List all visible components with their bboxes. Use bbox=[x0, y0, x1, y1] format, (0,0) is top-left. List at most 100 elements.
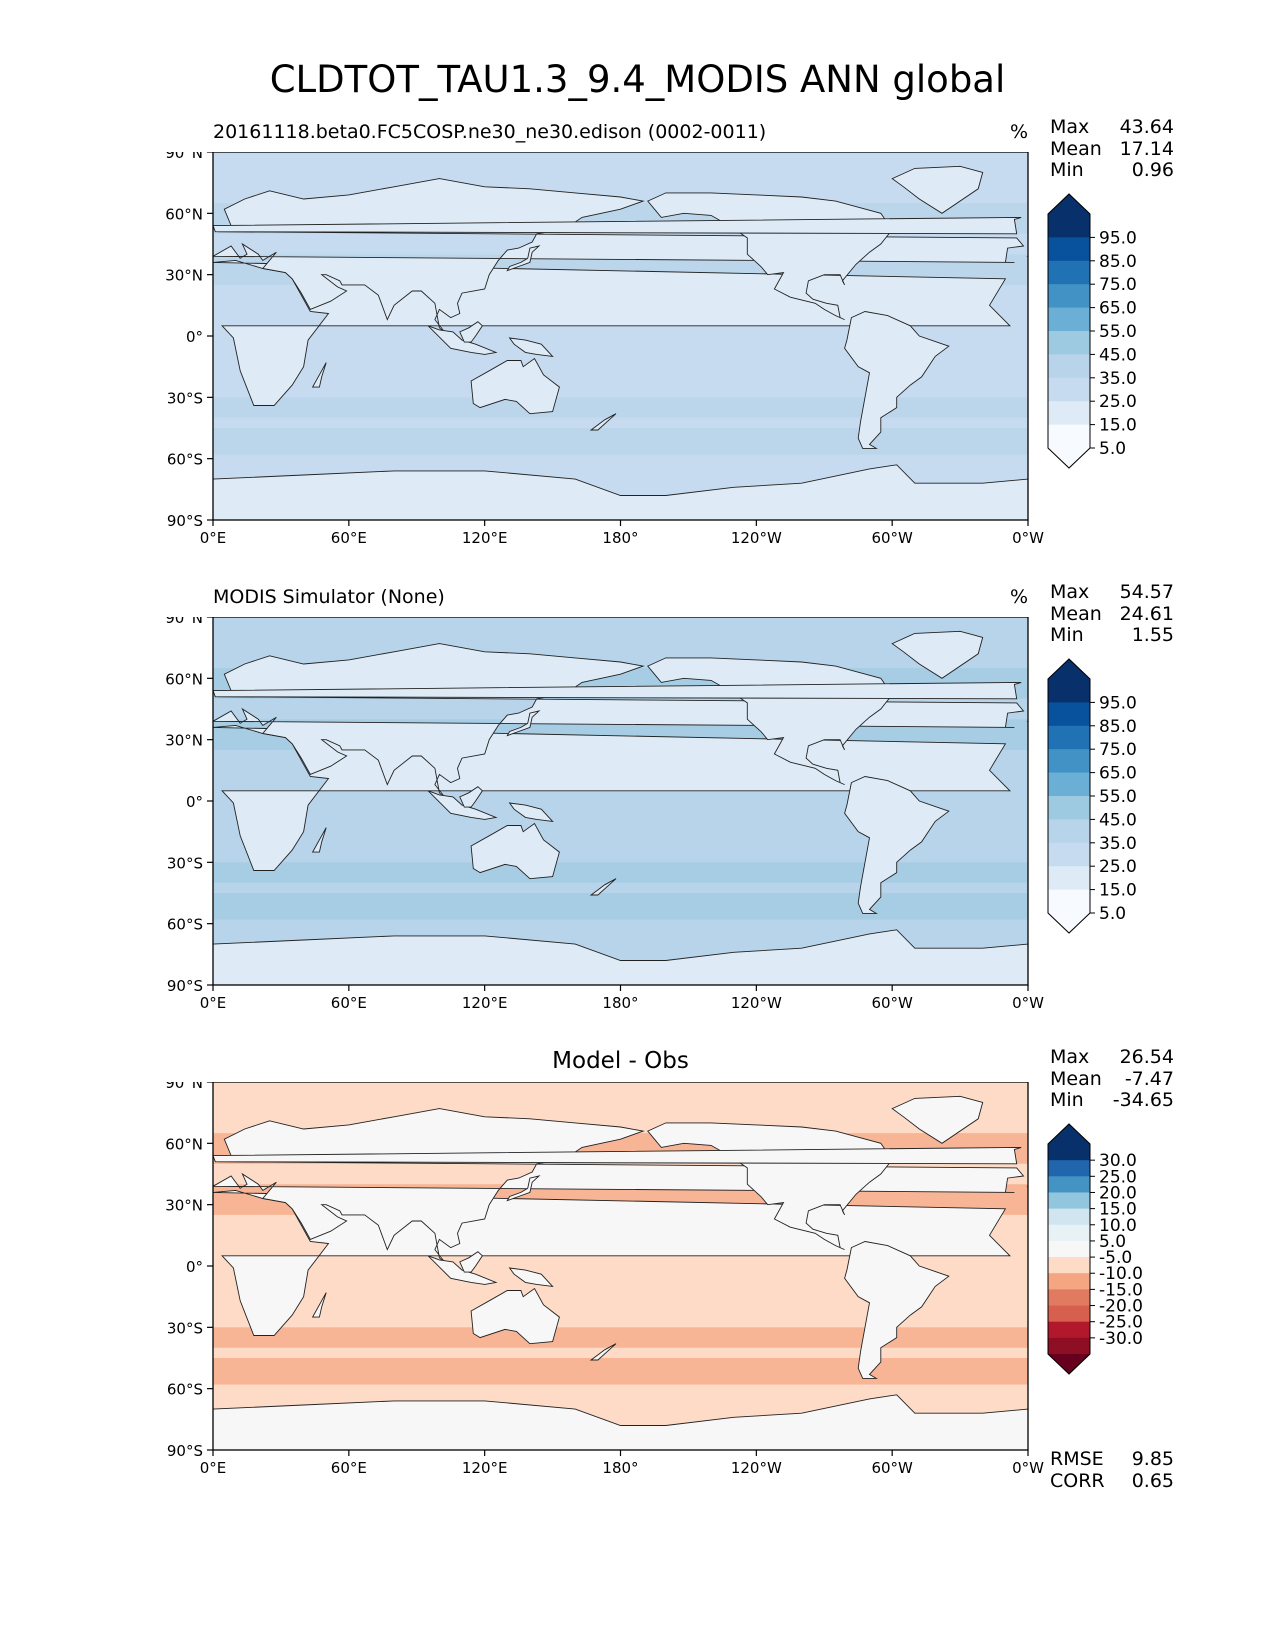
colorbar-segment bbox=[1048, 354, 1090, 379]
lon-tick-label: 60°E bbox=[331, 1459, 367, 1477]
colorbar-segment bbox=[1048, 1321, 1090, 1339]
colorbar-segment bbox=[1048, 260, 1090, 285]
coastline-british-isles bbox=[213, 681, 1022, 700]
units-label: % bbox=[1010, 121, 1029, 143]
coastline-greenland bbox=[891, 165, 984, 214]
colorbar-tick-label: 15.0 bbox=[1099, 416, 1137, 436]
colorbar-tick-label: 5.0 bbox=[1099, 439, 1126, 459]
colorbar-tick-label: -15.0 bbox=[1099, 1280, 1143, 1300]
coastline-greenland bbox=[891, 630, 984, 679]
lat-tick-label: 30°N bbox=[165, 267, 203, 285]
lat-tick-label: 90°S bbox=[167, 1442, 203, 1460]
coastline-indonesia bbox=[427, 325, 498, 355]
panel-title: Model - Obs bbox=[552, 1048, 689, 1074]
coastline-new-zealand bbox=[589, 413, 617, 431]
coastline-british-isles bbox=[213, 216, 1022, 235]
colorbar-segment bbox=[1048, 284, 1090, 309]
lon-tick-label: 0°E bbox=[200, 529, 227, 547]
lat-tick-label: 0° bbox=[186, 328, 203, 346]
field-band bbox=[213, 1327, 1028, 1348]
colorbar-segment bbox=[1048, 772, 1090, 797]
coastline-borneo bbox=[459, 786, 483, 808]
coastline-indonesia-wrap bbox=[1243, 1256, 1275, 1285]
colorbar-tick-label: 5.0 bbox=[1099, 1232, 1126, 1252]
stat-value: 24.61 bbox=[1119, 602, 1174, 625]
colorbar-tick-label: 65.0 bbox=[1099, 299, 1137, 319]
map-plot: 90°N 60°N 30°N 0° 30°S 60°S 90°S0°E 60°E 120°E 18… bbox=[165, 1082, 1275, 1477]
stat-value: 17.14 bbox=[1119, 137, 1174, 160]
lon-tick-label: 0°E bbox=[200, 1459, 227, 1477]
colorbar: 95.0 85.0 75.0 65.0 55.0 45.0 35.0 25.0 15.0 5.0 bbox=[1047, 193, 1137, 469]
colorbar-tick-label: 25.0 bbox=[1099, 392, 1137, 412]
coastline-indonesia-wrap bbox=[1243, 326, 1275, 355]
lon-tick-label: 60°W bbox=[871, 529, 913, 547]
colorbar-tick-label: 10.0 bbox=[1099, 1216, 1137, 1236]
colorbar-extend-top bbox=[1048, 1124, 1090, 1144]
field-band bbox=[213, 428, 1028, 455]
lon-tick-label: 120°E bbox=[462, 529, 508, 547]
lat-tick-label: 60°N bbox=[165, 205, 203, 223]
lon-tick-label: 60°E bbox=[331, 994, 367, 1012]
coastline-madagascar bbox=[311, 827, 327, 853]
coastline-australia bbox=[470, 357, 560, 415]
lon-tick-label: 0°E bbox=[200, 994, 227, 1012]
coastline-south-america bbox=[844, 311, 950, 449]
coastline-south-america bbox=[844, 1241, 950, 1379]
colorbar-tick-label: -25.0 bbox=[1099, 1313, 1143, 1333]
colorbar-tick-label: 15.0 bbox=[1099, 1200, 1137, 1220]
colorbar-segment bbox=[1048, 1289, 1090, 1307]
coastline-indonesia bbox=[427, 1255, 498, 1285]
coastline-south-america bbox=[844, 776, 950, 914]
colorbar-segment bbox=[1048, 889, 1090, 914]
lat-tick-label: 30°S bbox=[167, 389, 203, 407]
colorbar-tick-label: 45.0 bbox=[1099, 345, 1137, 365]
colorbar-tick-label: 25.0 bbox=[1099, 1167, 1137, 1187]
coastline-japan bbox=[506, 710, 541, 737]
field-band bbox=[213, 862, 1028, 883]
lon-tick-label: 180° bbox=[602, 994, 638, 1012]
coastline-indonesia-wrap bbox=[1243, 791, 1275, 820]
colorbar-extend-top bbox=[1048, 659, 1090, 679]
stat-value: 26.54 bbox=[1119, 1046, 1174, 1068]
colorbar-segment bbox=[1048, 1240, 1090, 1258]
coastline-borneo bbox=[459, 321, 483, 343]
lon-tick-label: 60°E bbox=[331, 529, 367, 547]
lon-tick-label: 60°W bbox=[871, 994, 913, 1012]
field-band bbox=[213, 893, 1028, 920]
colorbar-tick-label: -5.0 bbox=[1099, 1248, 1132, 1268]
stat-label: Min bbox=[1050, 1089, 1084, 1111]
colorbar-segment bbox=[1048, 424, 1090, 449]
stat-value: 1.55 bbox=[1131, 624, 1174, 646]
coastline-indonesia bbox=[427, 790, 498, 820]
colorbar-tick-label: -20.0 bbox=[1099, 1297, 1143, 1317]
lat-tick-label: 60°S bbox=[167, 1381, 203, 1399]
colorbar-segment bbox=[1048, 1273, 1090, 1290]
stat-value: -34.65 bbox=[1112, 1089, 1174, 1111]
colorbar-tick-label: 15.0 bbox=[1099, 881, 1137, 901]
colorbar-extend-bottom bbox=[1048, 913, 1090, 933]
coastline-antarctica bbox=[213, 1394, 1028, 1450]
lon-tick-label: 120°W bbox=[731, 1459, 782, 1477]
colorbar-tick-label: 75.0 bbox=[1099, 275, 1137, 295]
stat-label: Mean bbox=[1050, 1067, 1102, 1090]
footer-stat-label: RMSE bbox=[1050, 1448, 1104, 1470]
coastline-antarctica bbox=[213, 929, 1028, 985]
lat-tick-label: 30°N bbox=[165, 732, 203, 750]
footer-stat-value: 9.85 bbox=[1131, 1448, 1174, 1470]
colorbar-segment bbox=[1048, 749, 1090, 774]
coastline-new-guinea bbox=[508, 337, 554, 358]
lat-tick-label: 60°N bbox=[165, 670, 203, 688]
lat-tick-label: 90°N bbox=[165, 617, 203, 627]
colorbar-tick-label: 85.0 bbox=[1099, 717, 1137, 737]
field-band bbox=[213, 397, 1028, 418]
lon-tick-label: 0°W bbox=[1012, 994, 1044, 1012]
colorbar-extend-bottom bbox=[1048, 1354, 1090, 1374]
map-plot: 90°N 60°N 30°N 0° 30°S 60°S 90°S0°E 60°E 120°E 18… bbox=[165, 617, 1275, 1012]
panel-title: 20161118.beta0.FC5COSP.ne30_ne30.edison … bbox=[213, 121, 767, 143]
colorbar-segment bbox=[1048, 725, 1090, 750]
colorbar-tick-label: 85.0 bbox=[1099, 252, 1137, 272]
colorbar-segment bbox=[1048, 1176, 1090, 1193]
colorbar-tick-label: 95.0 bbox=[1099, 693, 1137, 713]
colorbar-tick-label: 75.0 bbox=[1099, 740, 1137, 760]
coastline-new-zealand bbox=[589, 1343, 617, 1361]
